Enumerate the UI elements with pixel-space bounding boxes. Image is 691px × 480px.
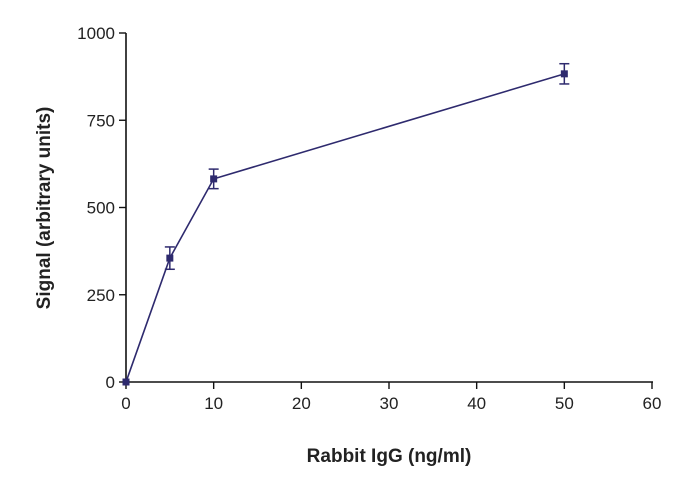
x-tick-label: 0 [121,394,130,413]
y-tick-label: 0 [106,373,115,392]
data-point [210,175,218,183]
y-tick-label: 750 [87,111,115,130]
y-tick-label: 1000 [77,24,115,43]
x-tick-label: 10 [204,394,223,413]
series-line [125,73,565,383]
x-tick-label: 50 [555,394,574,413]
y-axis-label: Signal (arbitrary units) [34,107,55,310]
y-tick-label: 250 [87,286,115,305]
x-axis-label: Rabbit IgG (ng/ml) [307,446,472,467]
y-tick-label: 500 [87,199,115,218]
data-point [560,70,568,78]
x-tick-label: 40 [467,394,486,413]
x-tick-label: 30 [380,394,399,413]
data-point [166,254,174,262]
x-tick-label: 60 [643,394,662,413]
data-point [122,378,130,386]
x-tick-label: 20 [292,394,311,413]
